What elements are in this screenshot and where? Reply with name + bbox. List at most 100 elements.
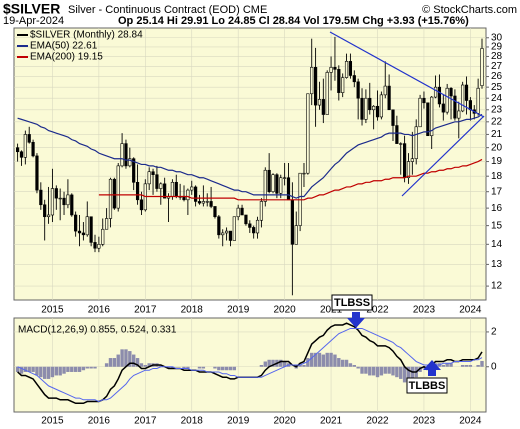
histogram-bar <box>449 363 453 367</box>
histogram-bar <box>120 349 124 367</box>
histogram-bar <box>333 354 337 367</box>
candle-body <box>151 171 155 176</box>
y-tick-label: 21 <box>491 129 503 140</box>
candle-body <box>221 232 225 236</box>
candle-body <box>54 188 58 199</box>
candle-body <box>93 242 97 249</box>
candle-body <box>135 181 140 201</box>
candle-body <box>453 95 457 119</box>
x-tick-label: 2020 <box>274 416 297 427</box>
histogram-bar <box>46 366 51 379</box>
histogram-bar <box>81 366 86 371</box>
histogram-bar <box>399 366 403 379</box>
histogram-bar <box>221 366 225 371</box>
candle-body <box>457 110 461 119</box>
candle-body <box>139 199 144 211</box>
quote: Op 25.14 Hi 29.91 Lo 24.85 Cl 28.84 Vol … <box>118 15 469 27</box>
histogram-bar <box>147 363 151 367</box>
histogram-bar <box>186 366 190 369</box>
x-tick-label: 2023 <box>413 305 436 316</box>
x-tick-label: 2024 <box>459 305 482 316</box>
histogram-bar <box>259 365 264 367</box>
y-tick-label: 15 <box>491 220 503 231</box>
histogram-bar <box>422 366 426 369</box>
candle-body <box>375 105 380 118</box>
histogram-bar <box>143 365 148 367</box>
candle-body <box>364 97 368 120</box>
candle-body <box>344 61 349 78</box>
histogram-bar <box>337 358 341 367</box>
candle-body <box>430 96 434 137</box>
candle-body <box>23 134 27 158</box>
x-tick-label: 2016 <box>88 416 111 427</box>
x-tick-label: 2015 <box>41 305 64 316</box>
histogram-bar <box>27 366 31 372</box>
histogram-bar <box>19 366 24 374</box>
candle-body <box>39 189 43 206</box>
y-tick-label: 19 <box>491 156 503 167</box>
legend-label: EMA(200) 19.15 <box>30 52 103 63</box>
candle-body <box>35 155 39 191</box>
histogram-bar <box>159 365 163 367</box>
y-tick-label: 16 <box>491 203 503 214</box>
histogram-bar <box>39 366 43 378</box>
histogram-bar <box>371 366 376 376</box>
histogram-bar <box>383 366 387 374</box>
histogram-bar <box>104 363 109 367</box>
candle-body <box>418 97 422 128</box>
annotation-box <box>331 294 373 311</box>
candle-body <box>190 186 194 191</box>
candle-body <box>406 161 411 179</box>
candle-body <box>205 201 209 203</box>
candle-body <box>348 61 353 76</box>
candle-body <box>236 207 240 218</box>
legend-label: EMA(50) 22.61 <box>30 41 98 52</box>
candle-body <box>286 177 291 201</box>
candle-body <box>480 48 484 86</box>
histogram-bar <box>232 366 237 371</box>
candle-body <box>232 216 236 241</box>
histogram-bar <box>31 366 35 372</box>
x-tick-label: 2021 <box>320 416 343 427</box>
candle-body <box>321 99 325 115</box>
histogram-bar <box>310 352 314 367</box>
candle-body <box>244 214 248 225</box>
histogram-bar <box>282 361 287 367</box>
candle-body <box>217 216 221 236</box>
histogram-bar <box>294 366 298 369</box>
candle-body <box>379 94 383 118</box>
histogram-bar <box>348 363 353 367</box>
candle-body <box>360 97 364 120</box>
histogram-bar <box>368 366 372 376</box>
candle-body <box>116 165 120 209</box>
source: © StockCharts.com <box>422 4 517 16</box>
histogram-bar <box>321 354 326 367</box>
candle-body <box>224 230 229 234</box>
candle-body <box>66 194 70 206</box>
x-tick-label: 2017 <box>134 305 157 316</box>
histogram-bar <box>197 366 202 369</box>
candle-body <box>333 67 337 70</box>
macd-title: MACD(12,26,9) 0.855, 0.524, 0.331 <box>18 325 177 336</box>
candle-body <box>124 143 128 167</box>
histogram-bar <box>89 366 93 369</box>
histogram-bar <box>325 352 329 367</box>
x-tick-label: 2022 <box>366 416 389 427</box>
candle-body <box>325 72 329 115</box>
histogram-bar <box>35 366 39 376</box>
candle-body <box>209 201 213 207</box>
candle-body <box>77 230 82 234</box>
candle-body <box>240 207 244 216</box>
histogram-bar <box>54 366 58 376</box>
candle-body <box>275 174 279 194</box>
candle-body <box>461 84 465 112</box>
candle-body <box>306 93 310 174</box>
macd-panel <box>13 317 487 413</box>
date: 19-Apr-2024 <box>3 15 64 27</box>
histogram-bar <box>116 354 120 367</box>
price-panel <box>13 27 487 301</box>
candle-body <box>437 86 442 105</box>
chart-subtitle: Silver - Continuous Contract (EOD) CME <box>68 4 267 16</box>
y-tick-label: 13 <box>491 259 503 270</box>
candle-body <box>105 218 109 230</box>
